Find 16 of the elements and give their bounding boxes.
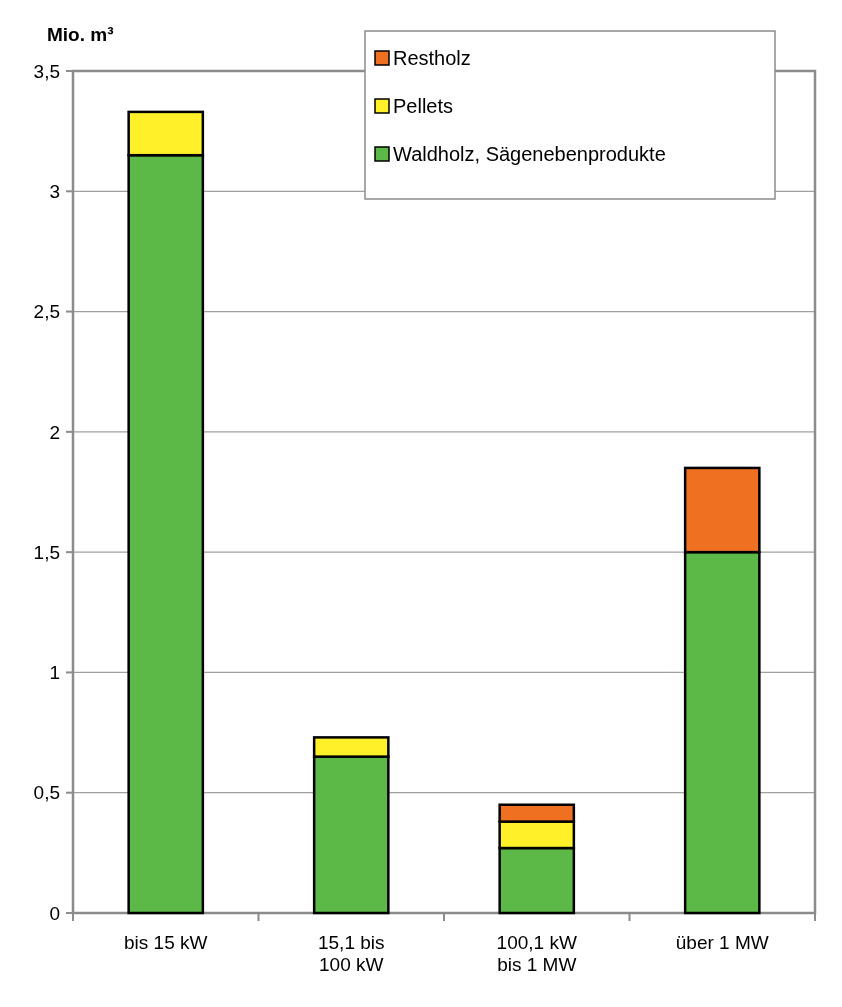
y-tick-label: 3,5 <box>33 60 60 82</box>
y-tick-label: 3 <box>49 180 60 202</box>
legend-label: Waldholz, Sägenebenprodukte <box>393 143 666 165</box>
y-tick-label: 1 <box>49 662 60 684</box>
x-tick-label: bis 15 kW <box>124 932 208 953</box>
y-tick-label: 1,5 <box>33 541 60 563</box>
y-tick-label: 2,5 <box>33 301 60 323</box>
y-tick-label: 0,5 <box>33 782 60 804</box>
y-tick-label: 2 <box>49 421 60 443</box>
legend-label: Restholz <box>393 47 471 69</box>
legend-label: Pellets <box>393 95 454 117</box>
x-tick-label: 15,1 bis 100 kW <box>317 932 385 975</box>
x-tick-label: 100,1 kW bis 1 MW <box>496 932 577 975</box>
y-tick-label: 0 <box>49 902 60 924</box>
x-tick-label: über 1 MW <box>675 932 769 953</box>
y-axis-title: Mio. m³ <box>47 24 114 45</box>
